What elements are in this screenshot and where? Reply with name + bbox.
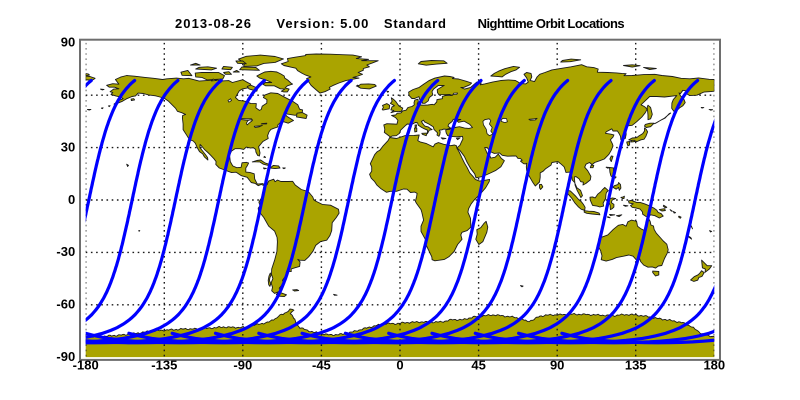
svg-text:90: 90 (550, 357, 564, 372)
svg-text:Standard: Standard (384, 16, 446, 31)
svg-text:-45: -45 (312, 357, 331, 372)
svg-text:0: 0 (396, 357, 403, 372)
svg-text:45: 45 (471, 357, 485, 372)
svg-text:0: 0 (68, 192, 75, 207)
svg-text:90: 90 (61, 35, 75, 50)
svg-text:-60: -60 (56, 297, 75, 312)
svg-text:-90: -90 (233, 357, 252, 372)
svg-text:Version: 5.00: Version: 5.00 (276, 16, 368, 31)
svg-text:-30: -30 (56, 244, 75, 259)
svg-text:60: 60 (61, 87, 75, 102)
svg-text:Nighttime Orbit Locations: Nighttime Orbit Locations (478, 16, 625, 31)
svg-text:-180: -180 (73, 357, 99, 372)
svg-text:135: 135 (625, 357, 647, 372)
svg-text:-135: -135 (151, 357, 177, 372)
svg-text:-90: -90 (56, 349, 75, 364)
svg-text:2013-08-26: 2013-08-26 (175, 16, 251, 31)
svg-text:30: 30 (61, 139, 75, 154)
svg-text:180: 180 (703, 357, 725, 372)
